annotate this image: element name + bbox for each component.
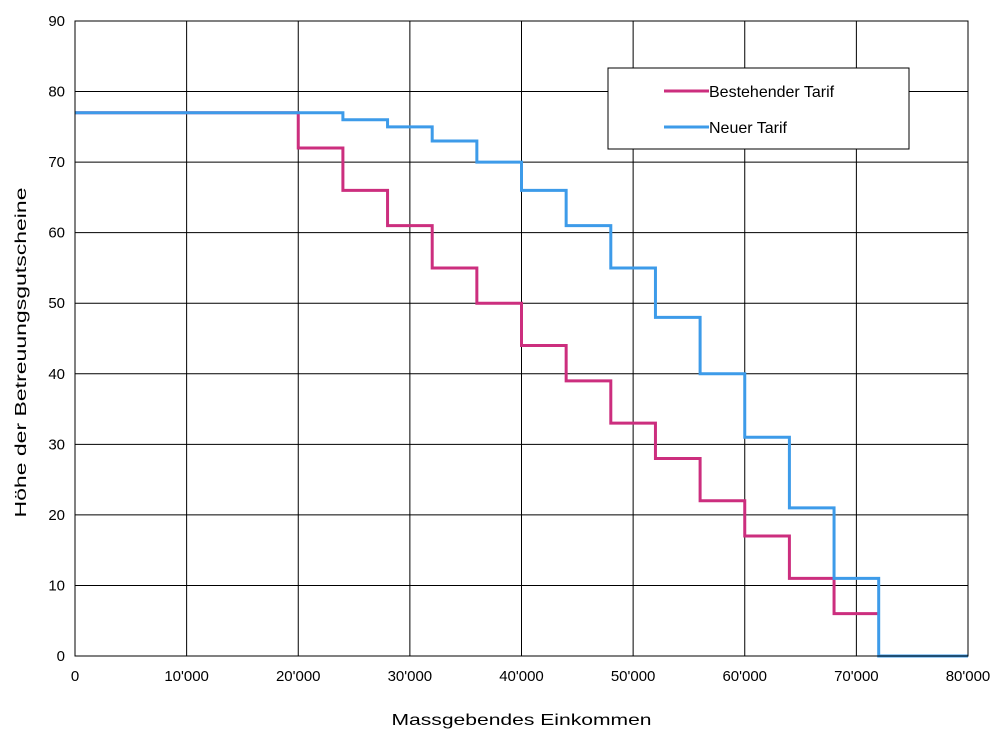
- legend-label-1: Neuer Tarif: [709, 120, 788, 137]
- series-layer: [75, 111, 968, 658]
- legend-box: [607, 67, 910, 150]
- y-tick-label: 50: [48, 295, 65, 312]
- y-tick-label: 80: [48, 84, 65, 101]
- x-tick-label: 40'000: [499, 668, 544, 685]
- y-tick-label: 40: [48, 366, 65, 383]
- legend: Bestehender Tarif Neuer Tarif: [607, 67, 910, 150]
- x-axis-title: Massgebendes Einkommen: [392, 712, 652, 729]
- y-tick-label: 30: [48, 436, 65, 453]
- legend-label-0: Bestehender Tarif: [709, 84, 835, 101]
- x-tick-label: 30'000: [388, 668, 433, 685]
- y-tick-label: 10: [48, 577, 65, 594]
- x-tick-label: 70'000: [834, 668, 879, 685]
- x-tick-label: 80'000: [946, 668, 991, 685]
- series-line-0: [75, 111, 879, 616]
- y-tick-label: 20: [48, 507, 65, 524]
- y-axis-tick-labels: 0 10 20 30 40 50 60 70 80 90: [48, 13, 65, 665]
- x-tick-label: 10'000: [164, 668, 209, 685]
- series-line-1: [75, 111, 968, 658]
- y-tick-label: 70: [48, 154, 65, 171]
- x-tick-label: 60'000: [722, 668, 767, 685]
- y-tick-label: 60: [48, 225, 65, 242]
- x-tick-label: 0: [71, 668, 79, 685]
- x-tick-label: 20'000: [276, 668, 321, 685]
- x-axis-tick-labels: 0 10'000 20'000 30'000 40'000 50'000 60'000 70'…: [71, 668, 990, 685]
- plot-area-frame: [74, 20, 969, 657]
- y-tick-label: 90: [48, 13, 65, 30]
- y-tick-label: 0: [57, 648, 65, 665]
- x-tick-label: 50'000: [611, 668, 656, 685]
- y-axis-title: Höhe der Betreuungsgutscheine: [13, 187, 30, 517]
